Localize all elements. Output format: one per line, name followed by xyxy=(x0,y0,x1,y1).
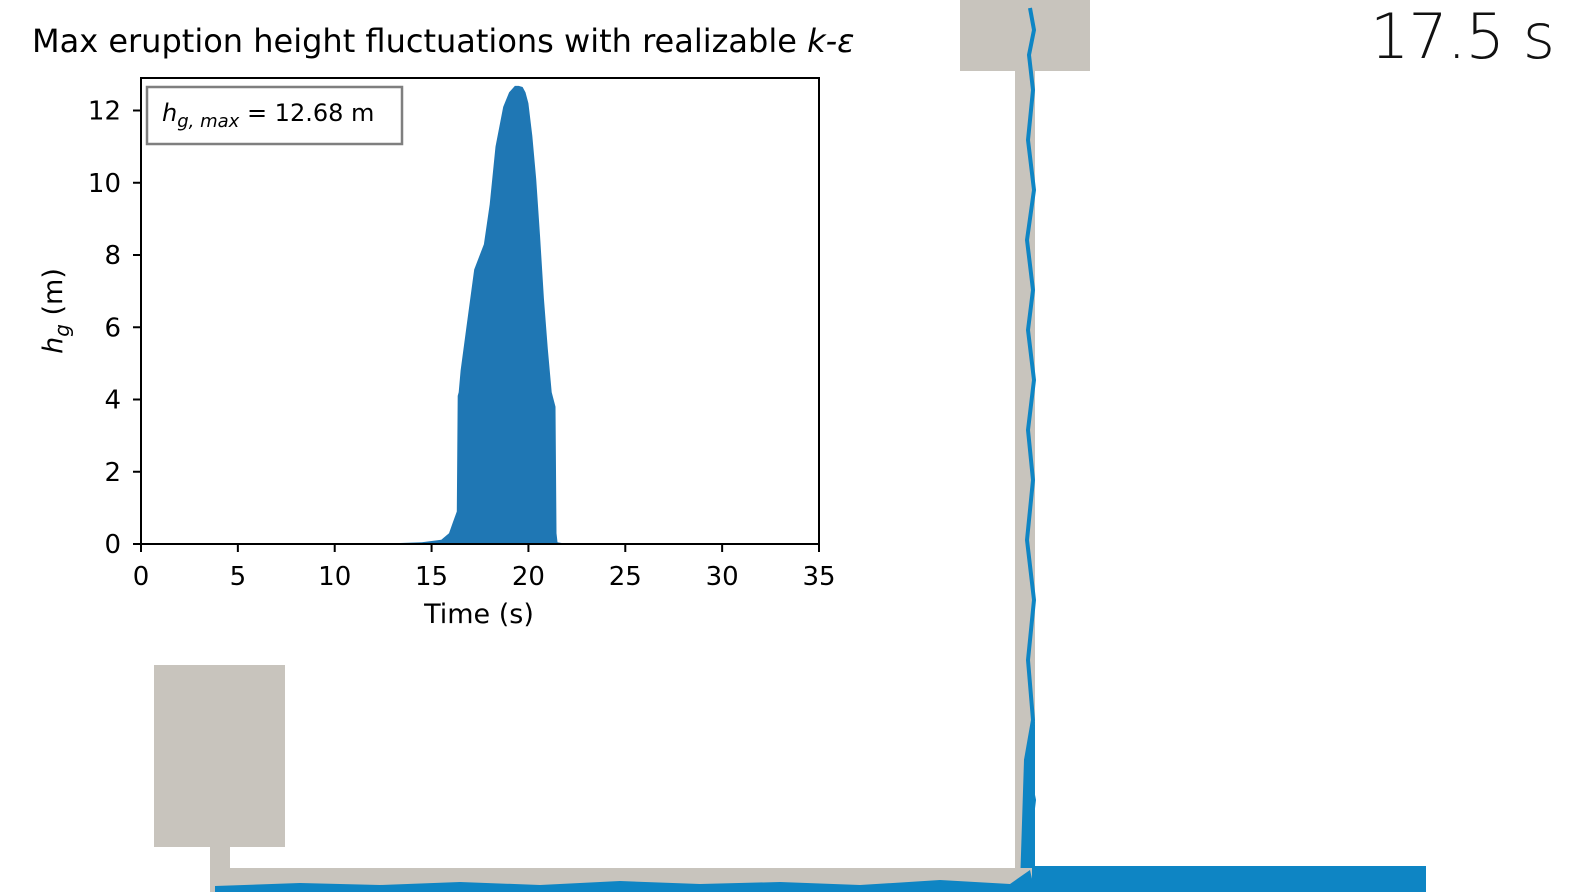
x-tick-label: 15 xyxy=(415,562,448,592)
max-height-annotation: hg, max = 12.68 m xyxy=(145,85,404,146)
y-tick-label: 8 xyxy=(104,241,121,271)
x-tick-label: 30 xyxy=(706,562,739,592)
y-tick-label: 0 xyxy=(104,530,121,560)
x-tick-label: 5 xyxy=(230,562,247,592)
y-tick-label: 10 xyxy=(88,169,121,199)
chart-title-text: Max eruption height fluctuations with re… xyxy=(32,22,808,60)
y-axis-label: hg (m) xyxy=(38,268,74,354)
plot-frame xyxy=(140,77,820,545)
x-tick-label: 35 xyxy=(802,562,835,592)
annotation-box xyxy=(145,85,404,146)
x-tick-label: 25 xyxy=(609,562,642,592)
chart-marks xyxy=(141,85,819,545)
x-tick-label: 10 xyxy=(318,562,351,592)
upper-tank xyxy=(960,0,1090,71)
svg-text:hg, max = 12.68 m: hg, max = 12.68 m xyxy=(162,99,374,132)
x-tick-label: 20 xyxy=(512,562,545,592)
lower-tank xyxy=(154,665,285,847)
chart-title: Max eruption height fluctuations with re… xyxy=(32,22,854,60)
right-pool xyxy=(1032,866,1426,892)
x-axis: 0 5 10 15 20 25 30 35 xyxy=(133,544,836,592)
y-tick-label: 4 xyxy=(104,386,121,416)
pipe-water-column xyxy=(1020,720,1035,885)
annotation-symbol: h xyxy=(162,99,177,127)
x-tick-label: 0 xyxy=(133,562,150,592)
y-axis: 0 2 4 6 8 10 12 xyxy=(88,97,141,560)
pipe-water-streaks xyxy=(1023,7,1037,851)
y-tick-label: 6 xyxy=(104,313,121,343)
y-tick-label: 2 xyxy=(104,458,121,488)
bottom-pipe-water xyxy=(215,870,1035,892)
time-readout: 17.5 s xyxy=(1369,0,1555,73)
x-axis-label: Time (s) xyxy=(423,599,534,630)
eruption-height-chart: 0 5 10 15 20 25 30 35 0 2 4 6 8 10 12 hg, max = 12.68… xyxy=(38,77,836,630)
annotation-subscript: g, max xyxy=(177,111,239,132)
lower-tank-neck xyxy=(210,845,230,870)
y-tick-label: 12 xyxy=(88,97,121,127)
series-area-0 xyxy=(141,85,819,545)
chart-title-symbol: k-ε xyxy=(807,22,855,60)
annotation-value: = 12.68 m xyxy=(239,99,374,127)
